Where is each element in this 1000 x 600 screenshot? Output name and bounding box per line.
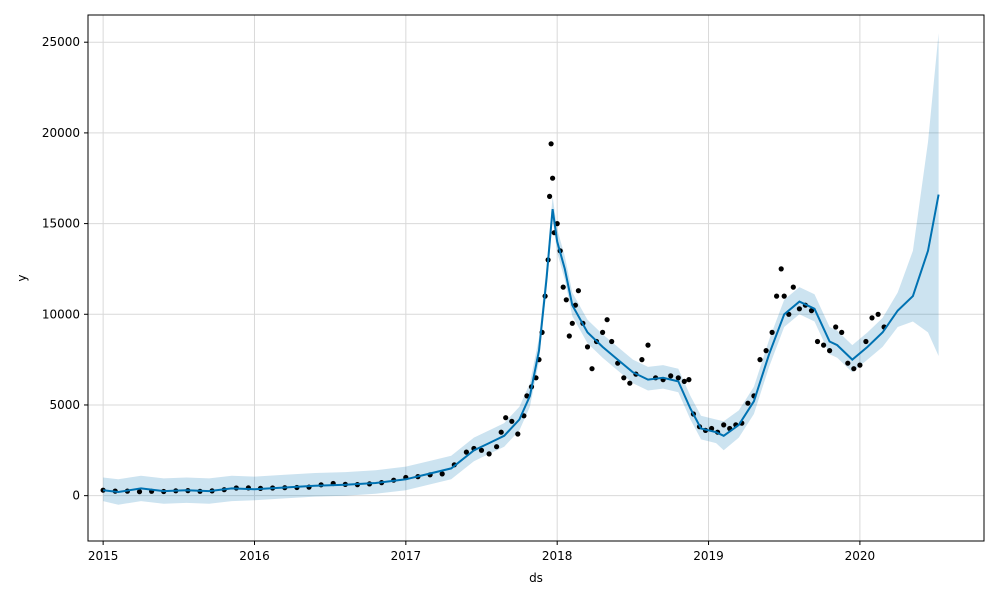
observed-point [745,400,751,406]
observed-point [503,415,509,421]
observed-point [560,284,566,290]
observed-point [774,293,780,299]
observed-point [589,366,595,372]
observed-point [575,288,582,294]
uncertainty-band-group [103,33,939,505]
x-tick-label: 2017 [391,549,422,563]
observed-point [547,193,553,199]
observed-point [786,311,792,317]
observed-point [439,471,445,477]
y-tick-label: 5000 [49,398,80,412]
observed-point [554,221,560,227]
observed-point [875,311,881,317]
observed-point [627,380,633,386]
observed-point [645,342,651,348]
observed-point [790,284,796,290]
observed-point [686,377,692,383]
grid-lines [88,15,984,541]
observed-point [498,429,504,435]
uncertainty-band [103,33,939,505]
forecast-line-group [102,194,940,494]
observed-point [550,175,556,181]
forecast-line [102,194,940,494]
y-tick-label: 0 [72,489,80,503]
y-tick-label: 20000 [42,126,80,140]
observed-point [763,348,769,354]
observed-point [857,362,863,368]
observed-point [721,422,727,428]
observed-point [681,378,687,384]
observed-point [778,266,784,272]
observed-point [757,357,763,363]
observed-point [621,375,627,381]
observed-point [509,418,515,424]
observed-point [821,342,827,348]
observed-point [814,338,821,345]
x-tick-label: 2019 [693,549,724,563]
observed-point [845,360,851,366]
observed-point [566,333,572,339]
x-axis-label: ds [529,571,543,585]
observed-point [781,293,787,299]
x-tick-label: 2016 [239,549,270,563]
y-tick-label: 15000 [42,217,80,231]
y-tick-label: 25000 [42,35,80,49]
observed-point [569,320,575,326]
observed-point [563,297,569,303]
plot-frame [87,14,985,542]
observed-point [486,451,492,457]
y-axis-label: y [15,274,29,281]
observed-point [494,444,500,450]
observed-point [839,329,845,335]
x-tick-label: 2018 [542,549,573,563]
observed-point [136,489,143,495]
x-tick-label: 2015 [88,549,119,563]
observed-point [769,329,775,335]
x-axis-ticks: 2015 2016 2017 2018 2019 2020 [88,541,875,563]
observed-point [863,338,869,345]
x-tick-label: 2020 [845,549,876,563]
observed-point [609,338,615,345]
observed-point [463,449,469,455]
observed-point [548,141,554,147]
observed-point [524,393,530,399]
observed-point [827,348,833,354]
observed-point [833,324,839,330]
observed-point [869,315,875,321]
observed-point [600,329,606,335]
observed-point [668,373,674,379]
observed-point [515,431,521,437]
observed-point [584,344,591,350]
observed-point [639,357,645,363]
y-axis-ticks: 0 5000 10000 15000 20000 25000 [42,35,88,503]
observed-point [604,317,610,323]
observed-point [478,447,485,453]
observed-point [851,366,857,372]
observed-point [796,306,803,312]
y-tick-label: 10000 [42,307,80,321]
observed-point [808,308,815,314]
observed-point [675,375,681,381]
